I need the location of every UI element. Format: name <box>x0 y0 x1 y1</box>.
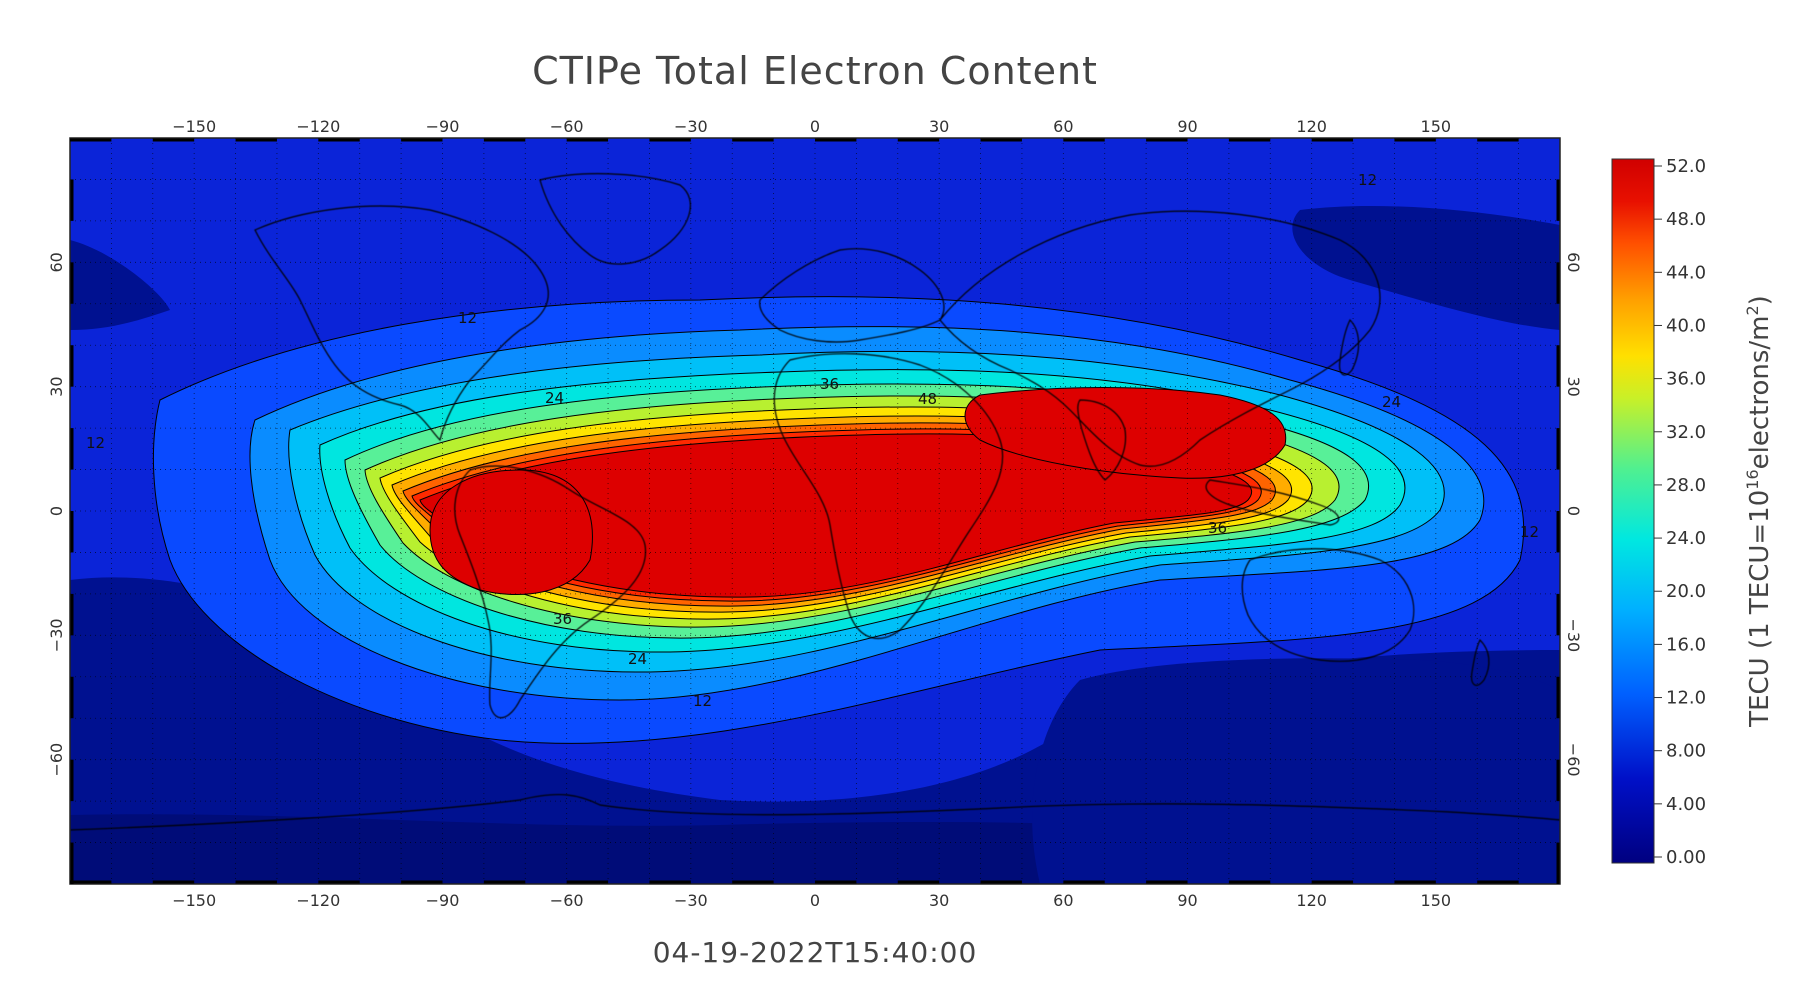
tec-map: 12 24 36 48 36 24 12 12 12 36 24 12 <box>70 138 1560 884</box>
colorbar-tick-label: 48.0 <box>1666 209 1706 230</box>
lon-tick-label: 150 <box>1421 891 1452 910</box>
lon-ticks-bottom: −150 −120 −90 −60 −30 0 30 60 90 120 150 <box>172 891 1451 910</box>
colorbar-tick-label: 20.0 <box>1666 581 1706 602</box>
map-frame <box>69 137 1561 885</box>
lat-ticks-right: 60 30 0 −30 −60 <box>1564 252 1583 776</box>
lat-tick-label: 30 <box>47 376 66 396</box>
colorbar-ticks: 52.0 48.0 44.0 40.0 36.0 32.0 28.0 24.0 20.0 16.0… <box>1654 156 1706 868</box>
contour-labels: 12 24 36 48 36 24 12 12 12 36 24 12 <box>86 171 1539 710</box>
colorbar-tick-label: 4.00 <box>1666 794 1706 815</box>
lat-tick-label: −60 <box>1564 743 1583 777</box>
lon-tick-label: −150 <box>172 117 216 136</box>
lat-tick-label: 0 <box>47 506 66 516</box>
colorbar-tick-label: 32.0 <box>1666 422 1706 443</box>
lon-tick-label: 90 <box>1177 117 1197 136</box>
coast-greenland <box>539 173 691 265</box>
lon-tick-label: 60 <box>1053 891 1073 910</box>
tec-low-region-se <box>1032 658 1560 884</box>
lon-tick-label: 60 <box>1053 117 1073 136</box>
map-title: CTIPe Total Electron Content <box>532 49 1098 93</box>
contour-label: 24 <box>628 650 647 668</box>
coast-japan <box>1339 318 1360 376</box>
coast-north-america <box>254 205 549 442</box>
coast-india <box>1077 399 1127 481</box>
contour-label: 12 <box>1358 171 1377 189</box>
coast-indonesia <box>1205 479 1340 526</box>
contour-label: 48 <box>918 390 937 408</box>
coast-australia <box>1241 548 1415 662</box>
lat-tick-label: 0 <box>1564 506 1583 516</box>
coast-asia <box>939 210 1381 467</box>
lon-tick-label: −60 <box>550 117 584 136</box>
lat-tick-label: 30 <box>1564 376 1583 396</box>
lon-tick-label: −90 <box>426 891 460 910</box>
colorbar-label: TECU (1 TECU=1016electrons/m2) <box>1743 295 1775 728</box>
lon-tick-label: 0 <box>810 117 820 136</box>
contour-label: 36 <box>1208 519 1227 537</box>
contour-label: 12 <box>458 309 477 327</box>
lon-tick-label: −30 <box>674 117 708 136</box>
lon-tick-label: 120 <box>1296 891 1327 910</box>
tec-low-region-ne <box>1292 205 1560 330</box>
map-graticule <box>70 138 1560 884</box>
lat-tick-label: −60 <box>47 743 66 777</box>
colorbar-tick-label: 28.0 <box>1666 475 1706 496</box>
colorbar-tick-label: 44.0 <box>1666 262 1706 283</box>
lon-tick-label: −60 <box>550 891 584 910</box>
contour-label: 36 <box>553 610 572 628</box>
coastlines <box>70 173 1560 831</box>
lon-tick-label: −30 <box>674 891 708 910</box>
lat-tick-label: −30 <box>1564 618 1583 652</box>
colorbar-tick-label: 40.0 <box>1666 315 1706 336</box>
colorbar-tick-label: 8.00 <box>1666 741 1706 762</box>
colorbar-tick-label: 52.0 <box>1666 156 1706 177</box>
lon-tick-label: 30 <box>929 117 949 136</box>
colorbar-tick-label: 24.0 <box>1666 528 1706 549</box>
colorbar <box>1611 158 1655 864</box>
lon-tick-label: 30 <box>929 891 949 910</box>
lat-ticks-left: 60 30 0 −30 −60 <box>47 252 66 776</box>
contour-label: 12 <box>86 434 105 452</box>
contour-label: 24 <box>1382 393 1401 411</box>
lon-tick-label: 90 <box>1177 891 1197 910</box>
lon-ticks-top: −150 −120 −90 −60 −30 0 30 60 90 120 150 <box>172 117 1451 136</box>
frame-ticks <box>70 138 1560 884</box>
lon-tick-label: −120 <box>296 891 340 910</box>
lat-tick-label: 60 <box>47 252 66 272</box>
lon-tick-label: −120 <box>296 117 340 136</box>
lat-tick-label: −30 <box>47 618 66 652</box>
lon-tick-label: 0 <box>810 891 820 910</box>
colorbar-tick-label: 0.00 <box>1666 847 1706 868</box>
coast-new-zealand <box>1471 638 1490 686</box>
contour-label: 24 <box>545 389 564 407</box>
lon-tick-label: −150 <box>172 891 216 910</box>
colorbar-tick-label: 36.0 <box>1666 369 1706 390</box>
lon-tick-label: 120 <box>1296 117 1327 136</box>
coast-south-america <box>454 465 647 719</box>
timestamp: 04-19-2022T15:40:00 <box>653 936 978 969</box>
contour-label: 12 <box>693 692 712 710</box>
colorbar-tick-label: 12.0 <box>1666 688 1706 709</box>
tec-band-48 <box>419 433 1253 598</box>
lon-tick-label: 150 <box>1421 117 1452 136</box>
contour-label: 12 <box>1520 523 1539 541</box>
contour-label: 36 <box>820 375 839 393</box>
colorbar-tick-label: 16.0 <box>1666 634 1706 655</box>
lat-tick-label: 60 <box>1564 252 1583 272</box>
coast-antarctica <box>70 793 1560 831</box>
lon-tick-label: −90 <box>426 117 460 136</box>
